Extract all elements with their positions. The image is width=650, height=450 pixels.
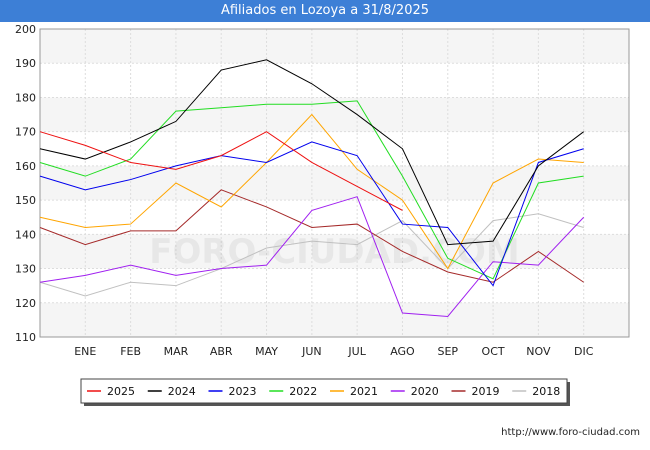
grid-band — [40, 200, 629, 235]
grid-band — [40, 268, 629, 303]
y-tick-label: 190 — [15, 57, 36, 70]
legend-box — [80, 378, 568, 404]
series-line-2020 — [39, 196, 585, 317]
x-tick-label: MAY — [255, 345, 278, 358]
plot-border — [39, 28, 630, 338]
y-tick-label: 200 — [15, 23, 36, 36]
x-tick-label: AGO — [390, 345, 415, 358]
y-tick-label: 130 — [15, 263, 36, 276]
grid-band — [40, 63, 629, 98]
x-tick-label: NOV — [526, 345, 551, 358]
y-tick-label: 150 — [15, 194, 36, 207]
legend-label-2021: 2021 — [350, 385, 378, 398]
series-line-2025 — [39, 131, 403, 211]
x-tick-label: ENE — [74, 345, 96, 358]
y-tick-label: 160 — [15, 160, 36, 173]
x-tick-label: JUN — [301, 345, 322, 358]
series-line-2021 — [39, 113, 584, 270]
x-tick-label: FEB — [120, 345, 141, 358]
watermark-text: FORO-CIUDAD.COM — [149, 232, 520, 272]
chart-title: Afiliados en Lozoya a 31/8/2025 — [220, 3, 430, 18]
y-tick-label: 110 — [15, 331, 36, 344]
legend-label-2020: 2020 — [411, 385, 439, 398]
title-bar — [0, 0, 650, 22]
y-tick-label: 180 — [15, 91, 36, 104]
series-line-2022 — [39, 100, 584, 280]
legend-label-2022: 2022 — [289, 385, 317, 398]
series-line-2024 — [39, 59, 584, 246]
y-tick-label: 120 — [15, 297, 36, 310]
legend-label-2019: 2019 — [472, 385, 500, 398]
x-tick-label: JUL — [347, 345, 366, 358]
x-tick-label: ABR — [210, 345, 233, 358]
legend-label-2025: 2025 — [107, 385, 135, 398]
x-tick-label: SEP — [437, 345, 458, 358]
series-line-2019 — [39, 189, 584, 283]
legend-label-2024: 2024 — [168, 385, 196, 398]
y-tick-label: 170 — [15, 126, 36, 139]
legend-label-2018: 2018 — [532, 385, 560, 398]
legend-label-2023: 2023 — [229, 385, 257, 398]
x-tick-label: MAR — [164, 345, 189, 358]
source-url[interactable]: http://www.foro-ciudad.com — [501, 427, 640, 438]
series-line-2023 — [39, 141, 584, 287]
y-tick-label: 140 — [15, 228, 36, 241]
series-line-2018 — [39, 213, 584, 297]
x-tick-label: OCT — [482, 345, 505, 358]
x-tick-label: DIC — [574, 345, 594, 358]
